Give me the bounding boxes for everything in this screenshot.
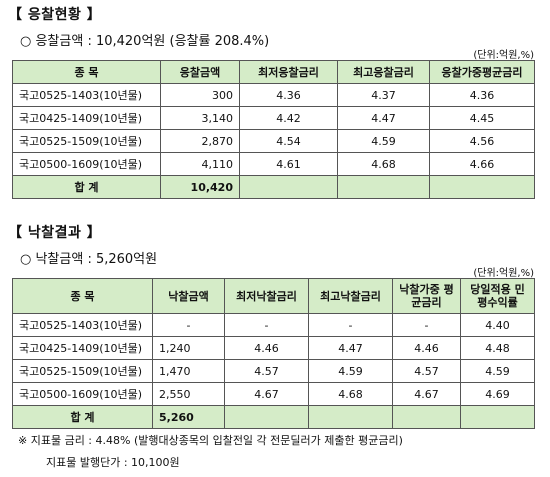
cell-avg-rate: 4.36 xyxy=(429,83,535,107)
table-row: 국고0525-1403(10년물) - - - - 4.40 xyxy=(12,313,535,337)
cell-avg-rate: 4.66 xyxy=(429,152,535,176)
cell-amount: 3,140 xyxy=(160,106,240,130)
cell-max-rate: 4.59 xyxy=(308,359,393,383)
cell-amount: 1,470 xyxy=(152,359,225,383)
cell-item: 국고0525-1509(10년물) xyxy=(12,359,153,383)
cell-min-rate: 4.67 xyxy=(224,382,309,406)
cell-item: 국고0525-1403(10년물) xyxy=(12,313,153,337)
cell-avg-rate: 4.57 xyxy=(392,359,461,383)
table-header-row: 종 목 응찰금액 최저응찰금리 최고응찰금리 응찰가중평균금리 xyxy=(12,60,535,84)
section2-title: 【 낙찰결과 】 xyxy=(8,225,102,241)
section1-title: 【 응찰현황 】 xyxy=(8,7,102,23)
cell-total-label: 합 계 xyxy=(12,175,161,199)
table-row: 국고0425-1409(10년물) 3,140 4.42 4.47 4.45 xyxy=(12,106,535,130)
section2-unit: (단위:억원,%) xyxy=(473,268,534,279)
cell-max-rate: 4.68 xyxy=(337,152,430,176)
cell-total-label: 합 계 xyxy=(12,405,153,429)
cell-total-amount: 10,420 xyxy=(160,175,240,199)
cell-item: 국고0500-1609(10년물) xyxy=(12,152,161,176)
cell-empty xyxy=(239,175,338,199)
header-weighted-avg-rate: 응찰가중평균금리 xyxy=(429,60,535,84)
cell-total-amount: 5,260 xyxy=(152,405,225,429)
header-min-rate: 최저응찰금리 xyxy=(239,60,338,84)
cell-item: 국고0425-1409(10년물) xyxy=(12,106,161,130)
bid-status-table: 종 목 응찰금액 최저응찰금리 최고응찰금리 응찰가중평균금리 국고0525-1… xyxy=(12,60,535,199)
table-row: 국고0525-1403(10년물) 300 4.36 4.37 4.36 xyxy=(12,83,535,107)
cell-max-rate: 4.59 xyxy=(337,129,430,153)
cell-min-rate: 4.42 xyxy=(239,106,338,130)
cell-min-rate: 4.57 xyxy=(224,359,309,383)
cell-amount: 300 xyxy=(160,83,240,107)
cell-min-rate: 4.46 xyxy=(224,336,309,360)
cell-amount: 2,550 xyxy=(152,382,225,406)
cell-market-yield: 4.48 xyxy=(460,336,535,360)
note-benchmark-rate: ※ 지표물 금리 : 4.48% (발행대상종목의 입찰전일 각 전문딜러가 제… xyxy=(18,434,403,447)
cell-empty xyxy=(429,175,535,199)
cell-empty xyxy=(224,405,309,429)
cell-amount: 4,110 xyxy=(160,152,240,176)
cell-max-rate: 4.47 xyxy=(308,336,393,360)
cell-max-rate: 4.68 xyxy=(308,382,393,406)
cell-avg-rate: - xyxy=(392,313,461,337)
header-max-rate: 최고응찰금리 xyxy=(337,60,430,84)
cell-avg-rate: 4.67 xyxy=(392,382,461,406)
cell-min-rate: - xyxy=(224,313,309,337)
header-min-rate: 최저낙찰금리 xyxy=(224,278,309,314)
header-weighted-avg-rate: 낙찰가중 평균금리 xyxy=(392,278,461,314)
cell-avg-rate: 4.45 xyxy=(429,106,535,130)
cell-amount: - xyxy=(152,313,225,337)
note-benchmark-price: 지표물 발행단가 : 10,100원 xyxy=(46,456,180,469)
header-market-yield: 당일적용 민평수익률 xyxy=(460,278,535,314)
section1-summary: ○ 응찰금액 : 10,420억원 (응찰률 208.4%) xyxy=(20,34,270,49)
cell-market-yield: 4.40 xyxy=(460,313,535,337)
header-max-rate: 최고낙찰금리 xyxy=(308,278,393,314)
table-row: 국고0500-1609(10년물) 4,110 4.61 4.68 4.66 xyxy=(12,152,535,176)
section1-unit: (단위:억원,%) xyxy=(473,50,534,61)
cell-item: 국고0525-1403(10년물) xyxy=(12,83,161,107)
cell-market-yield: 4.69 xyxy=(460,382,535,406)
cell-item: 국고0500-1609(10년물) xyxy=(12,382,153,406)
cell-max-rate: 4.47 xyxy=(337,106,430,130)
cell-avg-rate: 4.46 xyxy=(392,336,461,360)
total-row: 합 계 10,420 xyxy=(12,175,535,199)
cell-amount: 2,870 xyxy=(160,129,240,153)
cell-empty xyxy=(308,405,393,429)
header-item: 종 목 xyxy=(12,278,153,314)
cell-empty xyxy=(337,175,430,199)
table-row: 국고0525-1509(10년물) 1,470 4.57 4.59 4.57 4… xyxy=(12,359,535,383)
table-row: 국고0500-1609(10년물) 2,550 4.67 4.68 4.67 4… xyxy=(12,382,535,406)
cell-max-rate: 4.37 xyxy=(337,83,430,107)
award-result-table: 종 목 낙찰금액 최저낙찰금리 최고낙찰금리 낙찰가중 평균금리 당일적용 민평… xyxy=(12,278,535,429)
table-header-row: 종 목 낙찰금액 최저낙찰금리 최고낙찰금리 낙찰가중 평균금리 당일적용 민평… xyxy=(12,278,535,314)
total-row: 합 계 5,260 xyxy=(12,405,535,429)
cell-min-rate: 4.36 xyxy=(239,83,338,107)
section2-summary: ○ 낙찰금액 : 5,260억원 xyxy=(20,252,158,267)
cell-max-rate: - xyxy=(308,313,393,337)
cell-amount: 1,240 xyxy=(152,336,225,360)
cell-min-rate: 4.61 xyxy=(239,152,338,176)
header-item: 종 목 xyxy=(12,60,161,84)
header-award-amount: 낙찰금액 xyxy=(152,278,225,314)
cell-min-rate: 4.54 xyxy=(239,129,338,153)
cell-empty xyxy=(392,405,461,429)
cell-item: 국고0525-1509(10년물) xyxy=(12,129,161,153)
cell-empty xyxy=(460,405,535,429)
cell-item: 국고0425-1409(10년물) xyxy=(12,336,153,360)
cell-avg-rate: 4.56 xyxy=(429,129,535,153)
table-row: 국고0525-1509(10년물) 2,870 4.54 4.59 4.56 xyxy=(12,129,535,153)
cell-market-yield: 4.59 xyxy=(460,359,535,383)
table-row: 국고0425-1409(10년물) 1,240 4.46 4.47 4.46 4… xyxy=(12,336,535,360)
header-bid-amount: 응찰금액 xyxy=(160,60,240,84)
